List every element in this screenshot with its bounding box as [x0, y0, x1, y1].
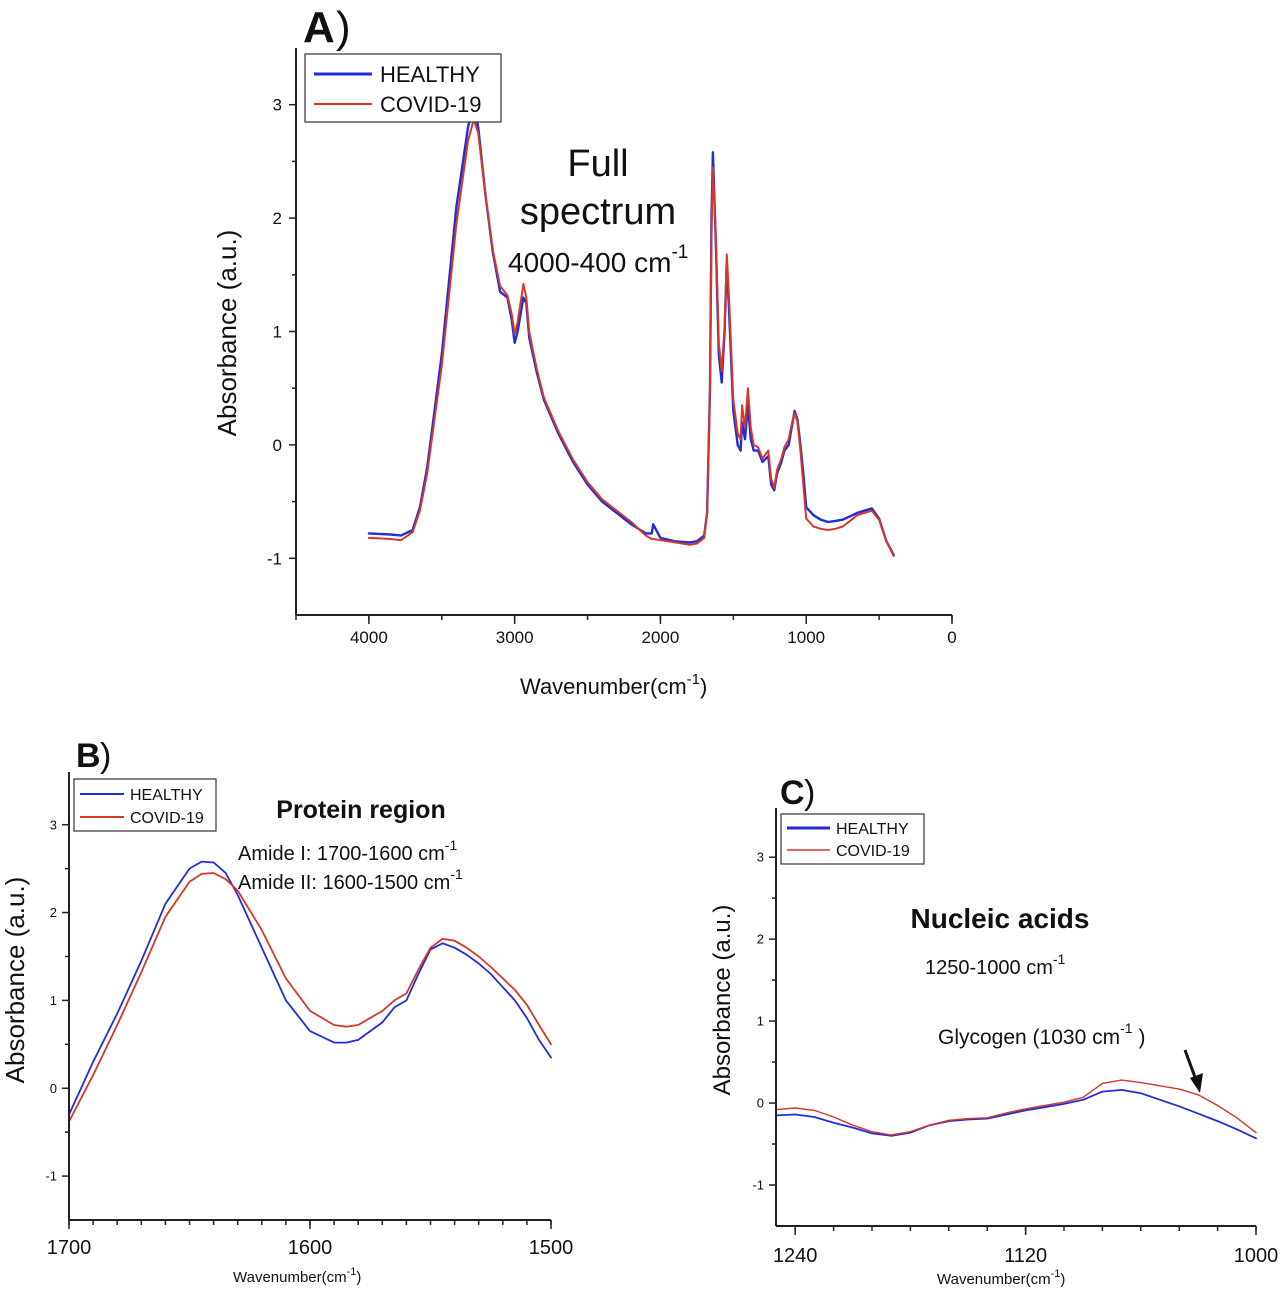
panel-b-x-label-end: ): [356, 1269, 361, 1286]
panel-a-series-healthy: [367, 101, 895, 557]
panel-a-series-covid: [367, 118, 895, 557]
panel-c-y-tick-label: -1: [752, 1178, 764, 1193]
panel-c-range-sup: -1: [1053, 951, 1066, 967]
panel-a-subtitle-sup: -1: [671, 242, 688, 263]
panel-b-y-tick-label: 3: [50, 817, 57, 832]
panel-b-series-covid: [68, 872, 552, 1123]
panel-b-ticks: 1700 1600 1500 -1 0 1 2 3: [45, 817, 573, 1259]
panel-b-title: Protein region: [276, 796, 445, 824]
panel-c-x-label-sup: -1: [1051, 1268, 1061, 1280]
panel-b-x-tick-label: 1700: [47, 1237, 92, 1259]
panel-a-y-tick-label: 1: [273, 322, 282, 341]
panel-a-x-tick-label: 4000: [350, 628, 388, 647]
panel-c-legend-box: [780, 813, 925, 865]
panel-a-x-label: Wavenumber(cm-1): [520, 671, 707, 699]
panel-c-series: [775, 1079, 1257, 1140]
panel-b-x-tick-label: 1500: [529, 1237, 574, 1259]
panel-a-x-tick-label: 3000: [496, 628, 534, 647]
panel-a-x-tick-label: 1000: [787, 628, 825, 647]
panel-a-y-tick-label: -1: [267, 549, 282, 568]
panel-a-y-tick-label: 3: [273, 96, 282, 115]
panel-c-glycogen-sup: -1: [1120, 1020, 1133, 1036]
panel-a-y-tick-label: 0: [273, 436, 282, 455]
panel-c-glycogen-text: Glycogen (1030 cm: [938, 1026, 1120, 1049]
panel-b-amide1-text: Amide I: 1700-1600 cm: [238, 843, 445, 865]
panel-a-x-label-text: Wavenumber(cm: [520, 674, 687, 699]
panel-b-amide1: Amide I: 1700-1600 cm-1: [238, 837, 457, 865]
panel-a-series: [367, 101, 895, 557]
panel-c-y-tick-label: 0: [757, 1096, 764, 1111]
panel-c-range: 1250-1000 cm-1: [925, 951, 1066, 979]
panel-c-range-text: 1250-1000 cm: [925, 957, 1053, 979]
panel-c-legend-healthy: HEALTHY: [836, 821, 909, 838]
panel-a-legend-covid: COVID-19: [380, 92, 481, 117]
panel-b-x-tick-label: 1600: [288, 1237, 333, 1259]
panel-b-paren: ): [100, 737, 111, 775]
panel-b-x-label-sup: -1: [347, 1266, 357, 1278]
panel-b-series: [68, 860, 552, 1123]
panel-c-label: C: [780, 774, 805, 812]
panel-b-legend-covid: COVID-19: [130, 810, 204, 827]
panel-a-legend: HEALTHY COVID-19: [304, 53, 502, 123]
panel-b-x-label-text: Wavenumber(cm: [233, 1269, 347, 1286]
panel-a-legend-healthy: HEALTHY: [380, 62, 480, 87]
panel-a-paren: ): [336, 3, 351, 52]
panel-b-amide1-sup: -1: [445, 837, 458, 853]
panel-c-glycogen-end: ): [1139, 1026, 1146, 1049]
panel-a-y-tick-label: 2: [273, 209, 282, 228]
panel-b-label: B: [76, 737, 101, 775]
panel-c-y-label: Absorbance (a.u.): [709, 905, 736, 1096]
panel-b-y-tick-label: 2: [50, 905, 57, 920]
panel-a-title-line2: spectrum: [520, 191, 676, 233]
panel-c-legend: HEALTHY COVID-19: [780, 813, 925, 865]
panel-b-x-label: Wavenumber(cm-1): [233, 1266, 361, 1286]
panel-c-title: Nucleic acids: [911, 903, 1090, 934]
panel-a-subtitle: 4000-400 cm-1: [508, 242, 688, 278]
panel-b-y-label: Absorbance (a.u.): [0, 877, 30, 1084]
panel-c-y-tick-label: 1: [757, 1014, 764, 1029]
panel-b-series-healthy: [68, 860, 552, 1116]
panel-c-series-covid: [775, 1079, 1257, 1136]
panel-c-legend-covid: COVID-19: [836, 843, 910, 860]
panel-a-y-label: Absorbance (a.u.): [212, 230, 242, 437]
panel-a-title-line1: Full: [567, 143, 628, 185]
panel-b-legend-box: [73, 778, 217, 832]
panel-c-series-healthy: [775, 1089, 1257, 1140]
panel-c-y-tick-label: 2: [757, 932, 764, 947]
panel-b-amide2: Amide II: 1600-1500 cm-1: [238, 866, 463, 894]
panel-c-x-label-end: ): [1060, 1271, 1065, 1288]
panel-b-amide2-sup: -1: [450, 866, 463, 882]
panel-c-y-tick-label: 3: [757, 850, 764, 865]
panel-a: A ) 4000 3000 2000 1000 0 -1 0 1 2 3 HEALTHY COVI…: [212, 3, 957, 699]
panel-a-legend-box: [304, 53, 502, 123]
panel-a-subtitle-text: 4000-400 cm: [508, 247, 671, 278]
panel-c-x-label-text: Wavenumber(cm: [937, 1271, 1051, 1288]
panel-b-y-tick-label: -1: [45, 1169, 57, 1184]
panel-b-y-tick-label: 1: [50, 993, 57, 1008]
panel-b-legend-healthy: HEALTHY: [130, 787, 203, 804]
panel-c-x-tick-label: 1000: [1234, 1245, 1279, 1267]
glycogen-arrow-icon: [1183, 1049, 1203, 1093]
panel-c-glycogen: Glycogen (1030 cm-1): [938, 1020, 1146, 1049]
panel-a-x-label-sup: -1: [687, 671, 700, 688]
panel-b-amide2-text: Amide II: 1600-1500 cm: [238, 872, 450, 894]
panel-c-x-tick-label: 1240: [773, 1245, 818, 1267]
panel-b-y-tick-label: 0: [50, 1081, 57, 1096]
panel-c-x-label: Wavenumber(cm-1): [937, 1268, 1065, 1288]
panel-b-legend: HEALTHY COVID-19: [73, 778, 217, 832]
panel-a-x-tick-label: 2000: [642, 628, 680, 647]
panel-a-x-tick-label: 0: [947, 628, 956, 647]
panel-c-paren: ): [804, 774, 815, 812]
panel-a-ticks: 4000 3000 2000 1000 0 -1 0 1 2 3: [267, 96, 957, 647]
panel-a-label: A: [303, 3, 335, 52]
panel-a-x-label-end: ): [700, 674, 707, 699]
panel-c-x-tick-label: 1120: [1004, 1245, 1047, 1267]
